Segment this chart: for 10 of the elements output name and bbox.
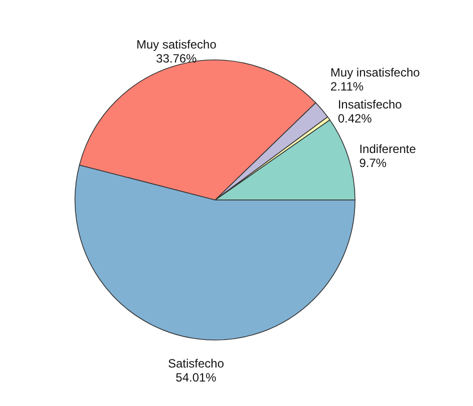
data-label: 9.7% [359, 156, 387, 170]
slice-label: Indiferente [359, 142, 416, 156]
slice-label: Muy satisfecho [136, 37, 217, 52]
data-label: 54.01% [176, 370, 217, 385]
data-label: 0.42% [338, 112, 372, 126]
slice-label: Muy insatisfecho [330, 66, 420, 80]
data-label: 33.76% [156, 51, 198, 66]
data-label: 2.11% [330, 80, 364, 94]
slice-label: Insatisfecho [338, 98, 402, 112]
slice-label: Satisfecho [168, 356, 224, 371]
